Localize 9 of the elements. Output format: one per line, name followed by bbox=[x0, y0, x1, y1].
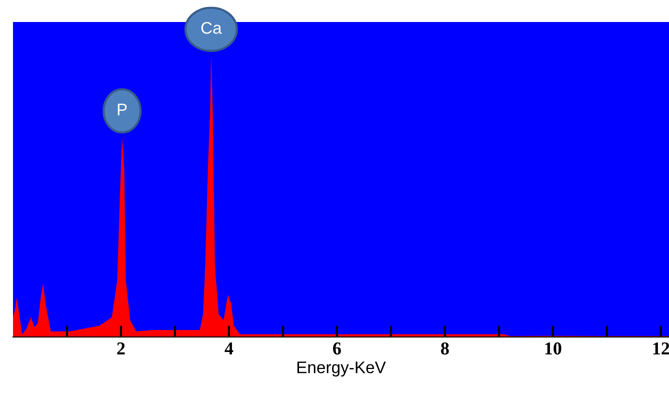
x-axis-title: Energy-KeV bbox=[297, 362, 386, 377]
x-tick-label: 12 bbox=[653, 342, 669, 354]
annotation: Ca bbox=[201, 22, 222, 34]
annotation: P bbox=[118, 104, 127, 116]
x-tick-label: 8 bbox=[441, 342, 449, 355]
x-tick-label: 2 bbox=[117, 342, 125, 354]
x-tick-label: 6 bbox=[333, 342, 341, 355]
x-tick-label: 4 bbox=[224, 342, 234, 354]
x-tick-label: 10 bbox=[545, 342, 562, 355]
